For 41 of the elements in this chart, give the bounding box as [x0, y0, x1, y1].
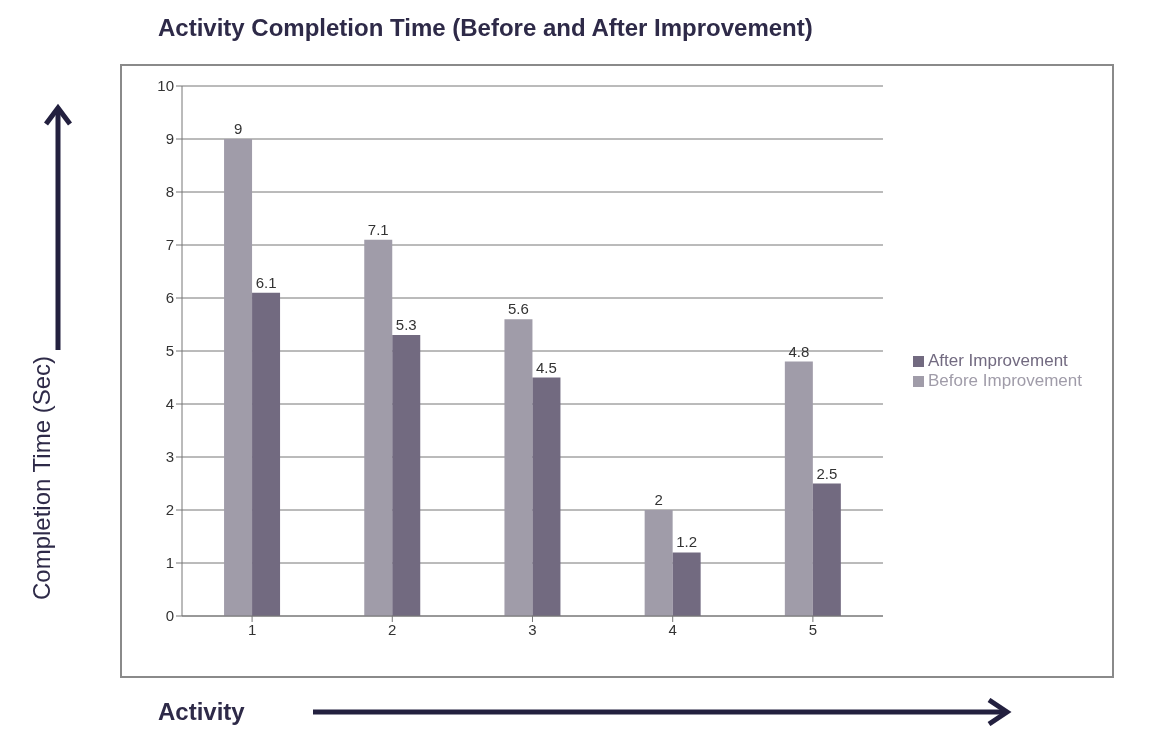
data-label: 5.3	[395, 316, 417, 334]
data-label: 1.2	[676, 533, 698, 551]
bar	[784, 361, 813, 616]
data-label: 5.6	[508, 300, 529, 318]
data-label: 9	[233, 120, 243, 137]
bar	[252, 292, 281, 616]
bar	[224, 139, 253, 616]
bar	[812, 483, 841, 616]
data-label: 6.1	[255, 273, 277, 291]
bar	[672, 552, 701, 616]
x-tick-label: 4	[668, 620, 677, 638]
x-tick-label: 3	[528, 620, 537, 638]
y-tick-label: 9	[165, 130, 174, 148]
data-label: 2	[654, 491, 663, 508]
x-tick-label: 1	[247, 620, 257, 638]
y-tick-label: 10	[157, 77, 174, 95]
y-tick-label: 1	[165, 554, 174, 572]
data-label: 7.1	[367, 220, 389, 238]
bar	[532, 377, 561, 616]
legend-label: After Improvement	[927, 351, 1068, 370]
x-tick-label: 5	[808, 620, 818, 638]
bar	[392, 335, 421, 616]
bar	[364, 239, 393, 616]
y-tick-label: 3	[165, 448, 174, 466]
y-tick-label: 2	[165, 501, 174, 519]
x-axis-title: Activity	[158, 698, 245, 726]
bar	[504, 319, 533, 616]
y-tick-label: 7	[165, 236, 174, 254]
y-tick-label: 8	[165, 183, 174, 201]
chart-title: Activity Completion Time (Before and After Improvement)	[158, 14, 813, 42]
y-tick-label: 6	[165, 289, 174, 307]
data-label: 2.5	[816, 464, 838, 482]
data-label: 4.8	[788, 342, 810, 360]
y-tick-label: 5	[165, 342, 174, 360]
data-label: 4.5	[536, 358, 557, 376]
legend-label: Before Improvement	[927, 371, 1082, 390]
y-axis-title: Completion Time (Sec)	[28, 355, 56, 601]
y-tick-label: 4	[165, 395, 174, 413]
y-tick-label: 0	[165, 607, 174, 625]
x-tick-label: 2	[388, 620, 397, 638]
bar	[644, 510, 673, 616]
